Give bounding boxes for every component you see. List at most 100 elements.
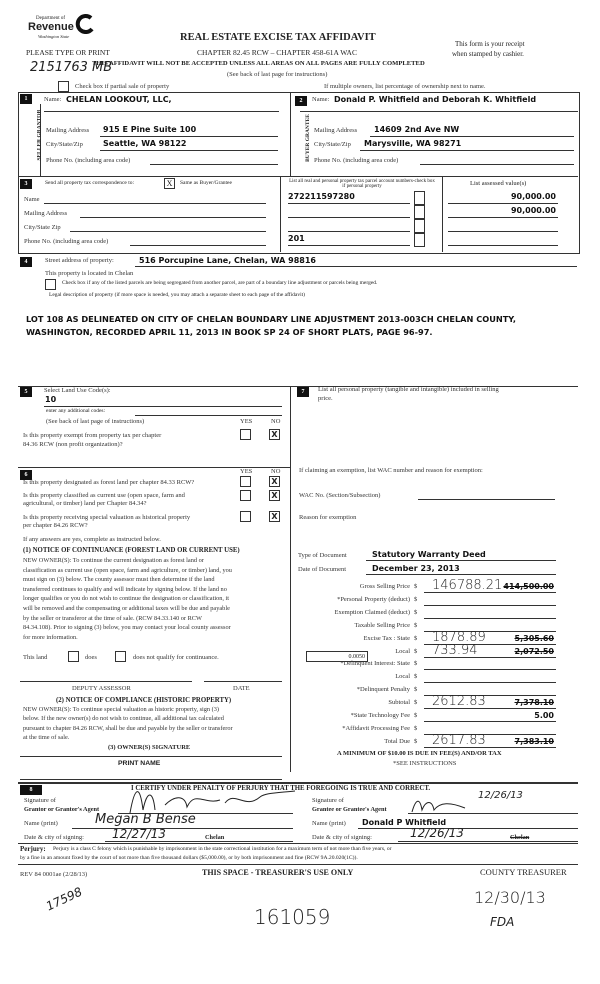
tax-underline xyxy=(424,708,556,710)
assessed-value-field[interactable]: 90,000.00 xyxy=(510,206,556,215)
current-use-yes-checkbox[interactable] xyxy=(240,490,251,501)
notice-line: at the time of sale. xyxy=(23,733,70,741)
grantee-signature-field[interactable] xyxy=(408,813,578,814)
tax-amount-field[interactable]: 2,072.50 xyxy=(514,646,554,656)
buyer-name-field[interactable]: Donald P. Whitfield and Deborah K. Whitf… xyxy=(334,95,537,104)
handwritten-note: 17598 xyxy=(43,884,85,914)
handwritten-date: 12/30/13 xyxy=(474,888,546,907)
notice-line: below. If the new owner(s) do not wish t… xyxy=(23,715,224,723)
exempt-yes-checkbox[interactable] xyxy=(240,429,251,440)
tax-amount-field[interactable]: 5.00 xyxy=(534,711,554,720)
handwritten-initials: FDA xyxy=(490,915,515,929)
personal-property-checkbox[interactable] xyxy=(414,219,425,233)
seller-phone-field[interactable] xyxy=(150,164,278,165)
assessed-underline xyxy=(448,231,558,232)
wac-number-field[interactable] xyxy=(418,499,555,500)
tax-amount-field[interactable]: 7,383.10 xyxy=(514,736,554,746)
tax-amount-field[interactable]: 414,500.00 xyxy=(503,582,554,591)
currency-symbol: $ xyxy=(414,712,418,719)
legal-description-line: LOT 108 AS DELINEATED ON CITY OF CHELAN … xyxy=(26,314,516,324)
handwritten-amount: 733.94 xyxy=(432,642,478,658)
tax-row-label: *Delinquent Penalty xyxy=(356,686,410,694)
tax-amount-field[interactable]: 5,305.60 xyxy=(514,633,554,643)
notice-line: classification as current use (open spac… xyxy=(23,566,232,574)
buyer-mailing-field[interactable]: 14609 2nd Ave NW xyxy=(374,125,460,134)
land-does-not-checkbox[interactable] xyxy=(115,651,126,662)
handwritten-number: 161059 xyxy=(254,905,331,929)
tax-row-label: Taxable Selling Price xyxy=(354,621,410,629)
notice-line: transferred continues to qualify and wil… xyxy=(23,585,227,593)
historic-yes-checkbox[interactable] xyxy=(240,511,251,522)
tax-row-label: *Personal Property (deduct) xyxy=(337,595,410,603)
currency-symbol: $ xyxy=(414,724,418,732)
grantee-name-field[interactable]: Donald P Whitfield xyxy=(362,818,447,827)
tax-row-label: Excise Tax : State xyxy=(363,634,410,642)
currency-symbol: $ xyxy=(414,699,418,707)
personal-property-checkbox[interactable] xyxy=(414,191,425,205)
notice-line: by the seller or transferor at the time … xyxy=(23,614,202,622)
form-title: REAL ESTATE EXCISE TAX AFFIDAVIT xyxy=(180,32,376,43)
seller-name-field[interactable]: CHELAN LOOKOUT, LLC, xyxy=(66,95,172,104)
personal-property-checkbox[interactable] xyxy=(414,205,425,219)
property-address-field[interactable]: 516 Porcupine Lane, Chelan, WA 98816 xyxy=(139,256,316,265)
tax-row-label: *Affidavit Processing Fee xyxy=(342,724,410,732)
owner-signature-field[interactable] xyxy=(20,756,282,757)
currency-symbol: $ xyxy=(414,595,418,603)
buyer-city-field[interactable]: Marysville, WA 98271 xyxy=(364,139,462,148)
tax-row-label: *Delinquent Interest: State xyxy=(340,660,410,668)
grantee-signature xyxy=(411,800,466,813)
seller-mailing-field[interactable]: 915 E Pine Suite 100 xyxy=(103,125,197,134)
logo-swirl-icon xyxy=(75,14,94,34)
tax-underline xyxy=(424,682,556,684)
additional-codes-field[interactable] xyxy=(135,415,282,416)
seller-city-field[interactable]: Seattle, WA 98122 xyxy=(103,139,187,148)
assessed-value-field[interactable]: 90,000.00 xyxy=(510,192,556,201)
currency-symbol: $ xyxy=(414,660,418,668)
parcel-underline xyxy=(288,217,410,218)
same-as-buyer-checkbox[interactable]: X xyxy=(164,178,175,189)
personal-property-checkbox[interactable] xyxy=(414,233,425,247)
assessed-underline xyxy=(448,245,558,246)
currency-symbol: $ xyxy=(414,608,418,616)
handwritten-amount: 2617.83 xyxy=(432,732,486,748)
tax-underline xyxy=(424,733,556,735)
currency-symbol: $ xyxy=(414,647,418,655)
forest-yes-checkbox[interactable] xyxy=(240,476,251,487)
buyer-phone-field[interactable] xyxy=(420,164,574,165)
tax-row-label: Gross Selling Price xyxy=(359,583,410,590)
segregated-checkbox[interactable] xyxy=(45,279,56,290)
legal-description-line: WASHINGTON, RECORDED APRIL 11, 2013 IN B… xyxy=(26,327,433,337)
grantor-name-handwritten: Megan B Bense xyxy=(95,812,196,827)
historic-no-checkbox[interactable]: X xyxy=(269,511,280,522)
assessed-underline xyxy=(448,203,558,204)
tax-underline xyxy=(424,746,556,748)
parcel-number-field[interactable]: 201 xyxy=(288,234,305,243)
document-date-field[interactable]: December 23, 2013 xyxy=(372,564,460,573)
currency-symbol: $ xyxy=(414,621,418,629)
current-use-no-checkbox[interactable]: X xyxy=(269,490,280,501)
notice-line: for more information. xyxy=(23,633,78,641)
exempt-no-checkbox[interactable]: X xyxy=(269,429,280,440)
parcel-underline xyxy=(288,203,410,204)
parcel-number-field[interactable]: 272211597280 xyxy=(288,192,355,201)
parties-frame xyxy=(18,92,580,254)
partial-sale-checkbox[interactable] xyxy=(58,81,69,92)
document-type-field[interactable]: Statutory Warranty Deed xyxy=(372,550,486,559)
grantor-signature-field[interactable] xyxy=(118,813,293,814)
tax-underline xyxy=(424,721,556,722)
tax-row-label: Local xyxy=(395,673,410,681)
land-does-checkbox[interactable] xyxy=(68,651,79,662)
tax-amount-field[interactable]: 7,378.10 xyxy=(514,698,554,708)
land-use-code-field[interactable]: 10 xyxy=(45,395,57,404)
tax-row-label: Local xyxy=(395,647,410,655)
tax-underline xyxy=(424,669,556,671)
parcel-underline xyxy=(288,245,410,246)
tax-row-label: Total Due xyxy=(384,737,410,745)
handwritten-amount: 2612.83 xyxy=(432,694,486,710)
tax-underline xyxy=(424,656,556,658)
grantor-signature xyxy=(129,790,296,814)
local-rate-field[interactable]: 0.0050 xyxy=(306,651,368,662)
tax-underline xyxy=(424,604,556,606)
currency-symbol: $ xyxy=(414,634,418,642)
forest-no-checkbox[interactable]: X xyxy=(269,476,280,487)
